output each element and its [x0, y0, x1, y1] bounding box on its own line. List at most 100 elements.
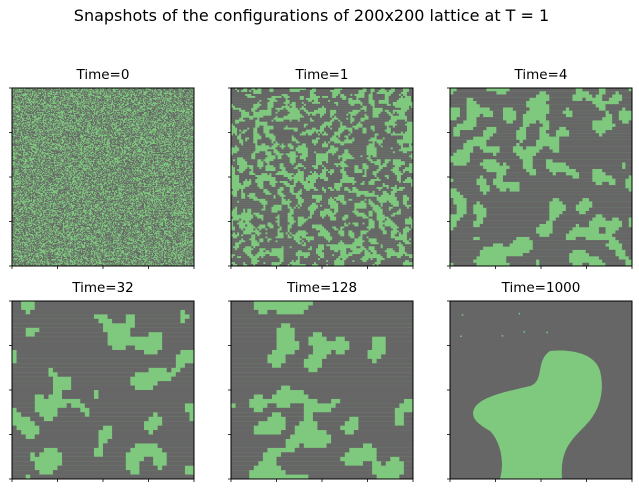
spin-down-cell	[13, 101, 15, 103]
spin-down-cell	[111, 117, 113, 119]
spin-down-cell	[150, 162, 154, 164]
spin-down-cell	[33, 109, 36, 111]
spin-down-cell	[169, 103, 173, 105]
spin-down-cell	[186, 145, 188, 147]
spin-down-cell	[85, 122, 88, 124]
spin-down-cell	[99, 168, 104, 170]
spin-down-cell	[12, 139, 16, 141]
spin-down-cell	[183, 168, 186, 170]
spin-down-cell	[165, 152, 172, 154]
spin-down-cell	[146, 99, 150, 101]
spin-down-cell	[133, 114, 143, 116]
spin-down-cell	[42, 112, 49, 114]
spin-down-cell	[165, 172, 167, 174]
spin-down-cell	[134, 170, 137, 172]
spin-down-cell	[27, 104, 29, 106]
spin-down-cell	[92, 154, 94, 156]
spin-down-cell	[189, 150, 195, 152]
spin-down-cell	[16, 158, 21, 160]
spin-down-cell	[192, 152, 194, 154]
spin-down-cell	[125, 161, 127, 163]
spin-down-cell	[161, 112, 163, 113]
spin-down-cell	[33, 93, 36, 95]
spin-down-cell	[65, 160, 67, 162]
spin-down-cell	[112, 129, 114, 131]
spin-down-cell	[161, 175, 163, 177]
spin-down-cell	[35, 129, 37, 131]
spin-down-cell	[97, 164, 99, 166]
spin-down-cell	[109, 164, 111, 166]
spin-down-cell	[145, 103, 148, 105]
spin-down-cell	[102, 164, 104, 166]
spin-down-cell	[82, 147, 84, 149]
spin-down-cell	[154, 104, 156, 106]
spin-down-cell	[23, 160, 25, 162]
spin-down-cell	[161, 140, 163, 142]
spin-down-cell	[18, 104, 20, 105]
spin-down-cell	[62, 150, 64, 152]
spin-down-cell	[19, 114, 22, 116]
spin-down-cell	[141, 162, 143, 164]
spin-down-cell	[163, 98, 165, 100]
spin-down-cell	[142, 111, 144, 113]
spin-down-cell	[114, 164, 116, 166]
spin-down-cell	[115, 165, 119, 167]
spin-down-cell	[64, 157, 67, 159]
spin-down-cell	[133, 163, 135, 165]
spin-down-cell	[143, 169, 149, 171]
spin-down-cell	[25, 145, 27, 147]
spin-down-cell	[105, 139, 108, 141]
spin-down-cell	[44, 89, 48, 91]
spin-down-cell	[186, 146, 188, 148]
spin-down-cell	[99, 94, 101, 96]
spin-down-cell	[152, 132, 155, 134]
spin-down-cell	[136, 155, 141, 157]
spin-down-cell	[78, 99, 82, 101]
spin-down-cell	[121, 97, 123, 99]
spin-down-cell	[88, 128, 90, 129]
spin-down-cell	[101, 123, 103, 125]
spin-down-cell	[39, 96, 44, 98]
spin-down-cell	[154, 169, 159, 171]
spin-down-cell	[56, 128, 58, 130]
spin-down-cell	[48, 124, 51, 126]
spin-down-cell	[140, 128, 144, 130]
spin-down-cell	[105, 116, 110, 118]
spin-down-cell	[59, 120, 61, 122]
spin-down-cell	[116, 139, 120, 141]
spin-down-cell	[27, 100, 29, 102]
spin-down-cell	[132, 134, 137, 136]
spin-down-cell	[162, 113, 165, 115]
spin-down-cell	[170, 135, 172, 137]
spin-down-cell	[114, 101, 124, 103]
spin-down-cell	[185, 149, 190, 151]
spin-down-cell	[159, 108, 162, 110]
spin-down-cell	[57, 170, 62, 172]
spin-down-cell	[95, 140, 97, 142]
spin-down-cell	[62, 96, 64, 98]
spin-down-cell	[183, 102, 186, 104]
spin-down-cell	[140, 142, 144, 144]
spin-down-cell	[138, 118, 140, 120]
spin-down-cell	[72, 118, 74, 120]
spin-down-cell	[140, 135, 142, 137]
spin-down-cell	[97, 101, 100, 103]
spin-down-cell	[40, 170, 42, 172]
spin-down-cell	[52, 107, 54, 109]
spin-down-cell	[28, 152, 32, 154]
spin-down-cell	[127, 93, 129, 95]
spin-down-cell	[191, 145, 193, 147]
spin-down-cell	[82, 120, 85, 122]
spin-down-cell	[141, 141, 144, 143]
spin-down-cell	[74, 98, 76, 100]
spin-down-cell	[160, 99, 163, 101]
spin-down-cell	[68, 96, 70, 97]
spin-down-cell	[133, 170, 134, 172]
spin-down-cell	[146, 153, 148, 155]
spin-down-cell	[31, 174, 33, 176]
spin-down-cell	[108, 141, 110, 143]
spin-down-cell	[57, 88, 59, 90]
spin-down-cell	[167, 104, 170, 105]
spin-down-cell	[101, 148, 103, 150]
spin-down-cell	[94, 113, 96, 115]
